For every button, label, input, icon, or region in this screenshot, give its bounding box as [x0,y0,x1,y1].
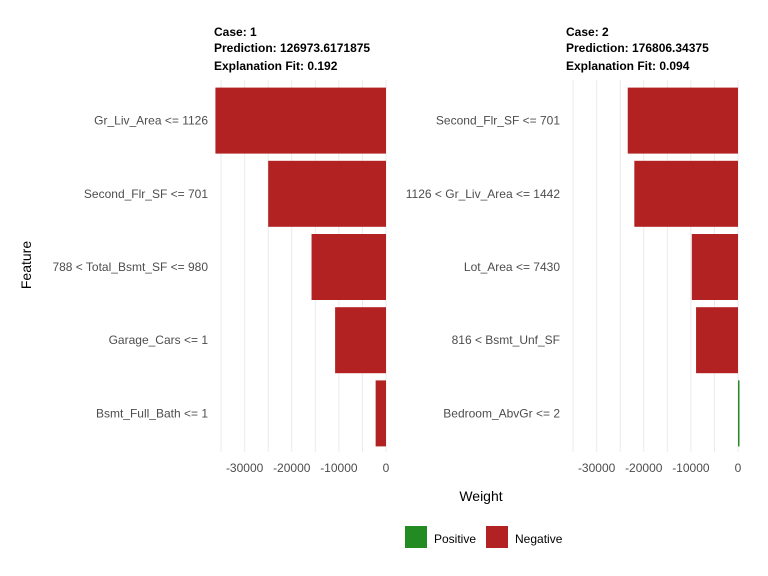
case-1-panel: Case: 1 Prediction: 126973.6171875 Expla… [52,25,389,475]
case-1-fit-label: Explanation Fit: 0.192 [214,59,338,73]
case-1-bar-4 [335,307,386,374]
case-1-x-tick-labels: -30000 -20000 -10000 0 [226,461,390,475]
case-2-x-tick-label-3: -10000 [672,461,710,475]
case-2-y-tick-label-5: Bedroom_AbvGr <= 2 [443,406,560,420]
case-1-prediction-label: Prediction: 126973.6171875 [214,41,370,55]
case-2-prediction-label: Prediction: 176806.34375 [566,41,709,55]
case-2-bar-5 [738,380,740,447]
case-2-bar-2 [634,160,738,227]
legend-swatch-negative [486,526,508,548]
case-2-panel: Case: 2 Prediction: 176806.34375 Explana… [406,25,742,475]
case-1-x-tick-label-1: -30000 [226,461,264,475]
case-2-x-tick-label-4: 0 [735,461,742,475]
case-1-y-tick-label-3: 788 < Total_Bsmt_SF <= 980 [52,260,208,274]
case-1-y-tick-label-5: Bsmt_Full_Bath <= 1 [96,406,208,420]
case-1-y-tick-label-1: Gr_Liv_Area <= 1126 [94,114,208,128]
case-2-fit-label: Explanation Fit: 0.094 [566,59,690,73]
case-2-y-tick-label-1: Second_Flr_SF <= 701 [436,114,560,128]
case-2-bar-4 [696,307,738,374]
case-1-y-tick-labels: Gr_Liv_Area <= 1126 Second_Flr_SF <= 701 7… [52,114,208,421]
legend-label-negative: Negative [515,532,563,546]
case-2-y-tick-labels: Second_Flr_SF <= 701 1126 < Gr_Liv_Area <… [406,114,561,421]
x-axis-title: Weight [459,488,502,504]
case-1-x-tick-label-2: -20000 [273,461,311,475]
case-2-x-tick-label-1: -30000 [578,461,616,475]
case-2-y-tick-label-4: 816 < Bsmt_Unf_SF [452,333,560,347]
legend-label-positive: Positive [434,532,476,546]
legend: Positive Negative [405,526,563,548]
case-2-x-tick-label-2: -20000 [625,461,663,475]
case-2-x-tick-labels: -30000 -20000 -10000 0 [578,461,742,475]
case-1-bars [215,87,386,447]
y-axis-title: Feature [18,241,34,289]
case-1-bar-2 [268,160,386,227]
case-2-y-tick-label-2: 1126 < Gr_Liv_Area <= 1442 [406,187,561,201]
case-1-bar-1 [215,87,386,154]
case-1-case-label: Case: 1 [214,25,257,39]
case-1-y-tick-label-2: Second_Flr_SF <= 701 [84,187,208,201]
case-2-bar-3 [691,234,738,300]
case-2-case-label: Case: 2 [566,25,609,39]
case-1-x-tick-label-3: -10000 [320,461,358,475]
case-1-x-tick-label-4: 0 [383,461,390,475]
case-1-bar-3 [311,234,386,300]
case-2-bar-1 [627,87,738,154]
case-1-bar-5 [375,380,386,447]
legend-swatch-positive [405,526,427,548]
case-1-y-tick-label-4: Garage_Cars <= 1 [109,333,209,347]
case-2-y-tick-label-3: Lot_Area <= 7430 [464,260,560,274]
case-2-bars [627,87,740,447]
